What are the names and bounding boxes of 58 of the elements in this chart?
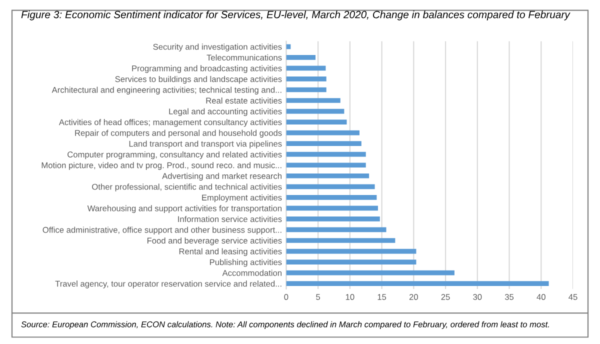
- bar: [286, 162, 366, 168]
- bar: [286, 184, 375, 190]
- y-tick-label: Real estate activities: [206, 97, 282, 104]
- bar: [286, 87, 326, 92]
- x-tick-label: 15: [378, 294, 386, 300]
- bar: [286, 248, 416, 254]
- y-tick-label: Food and beverage service activities: [147, 237, 282, 246]
- y-tick-label: Office administrative, office support and other business support...: [42, 226, 282, 234]
- x-tick-label: 30: [473, 294, 482, 300]
- bar: [286, 216, 380, 222]
- x-tick-label: 40: [536, 294, 546, 300]
- y-tick-label: Rental and leasing activities: [179, 248, 282, 256]
- y-tick-label: Telecommunications: [206, 54, 282, 61]
- x-tick-label: 0: [284, 294, 288, 300]
- bar: [286, 270, 454, 276]
- bar: [286, 195, 377, 200]
- x-tick-label: 25: [441, 294, 450, 300]
- x-tick-label: 35: [504, 294, 514, 300]
- bar: [286, 76, 326, 82]
- y-tick-label: Activities of head offices; management consultancy activities: [58, 119, 282, 127]
- y-tick-label: Information service activities: [178, 216, 282, 222]
- bar: [286, 238, 396, 243]
- y-tick-label: Motion picture, video and tv prog. Prod., sound reco. and music...: [42, 162, 282, 170]
- bar: [286, 227, 386, 232]
- x-tick-label: 20: [409, 294, 418, 300]
- x-tick-label: 5: [316, 294, 320, 300]
- chart-title: Figure 3: Economic Sentiment indicator for Services, EU-level, March 2020, Change in balances compared to February: [21, 10, 570, 20]
- bar: [286, 108, 344, 114]
- x-tick-label: 10: [346, 294, 354, 300]
- y-tick-label: Security and investigation activities: [153, 44, 282, 52]
- y-tick-label: Warehousing and support activities for transportation: [87, 205, 282, 213]
- y-tick-label: Other professional, scientific and technical activities: [92, 184, 282, 192]
- y-tick-label: Employment activities: [202, 194, 282, 202]
- bar: [286, 152, 366, 157]
- bar: [286, 260, 416, 264]
- bar: [286, 98, 340, 103]
- bar: [286, 130, 360, 136]
- bar: [286, 141, 362, 146]
- y-tick-label: Programming and broadcasting activities: [132, 65, 282, 73]
- bar: [286, 173, 370, 178]
- bar: [286, 206, 378, 211]
- y-tick-label: Computer programming, consultancy and related activities: [68, 151, 282, 160]
- y-tick-label: Travel agency, tour operator reservation service and related...: [55, 280, 282, 288]
- bar: [286, 66, 326, 71]
- y-tick-label: Services to buildings and landscape activities: [115, 76, 282, 84]
- x-tick-label: 45: [568, 294, 578, 300]
- y-tick-label: Accommodation: [222, 270, 282, 276]
- bar: [286, 55, 316, 60]
- y-tick-label: Publishing activities: [210, 259, 282, 267]
- bar: [286, 120, 347, 124]
- bar: [286, 44, 291, 50]
- y-tick-label: Advertising and market research: [162, 172, 282, 181]
- y-tick-label: Architectural and engineering activities; technical testing and...: [52, 86, 282, 94]
- y-tick-label: Legal and accounting activities: [169, 108, 282, 116]
- y-tick-label: Repair of computers and personal and household goods: [75, 130, 282, 138]
- y-tick-label: Land transport and transport via pipelines: [129, 140, 282, 148]
- source-note: Source: European Commission, ECON calculations. Note: All components declined in March compared to February, ordered from least to most.: [21, 321, 549, 329]
- bar: [286, 281, 549, 286]
